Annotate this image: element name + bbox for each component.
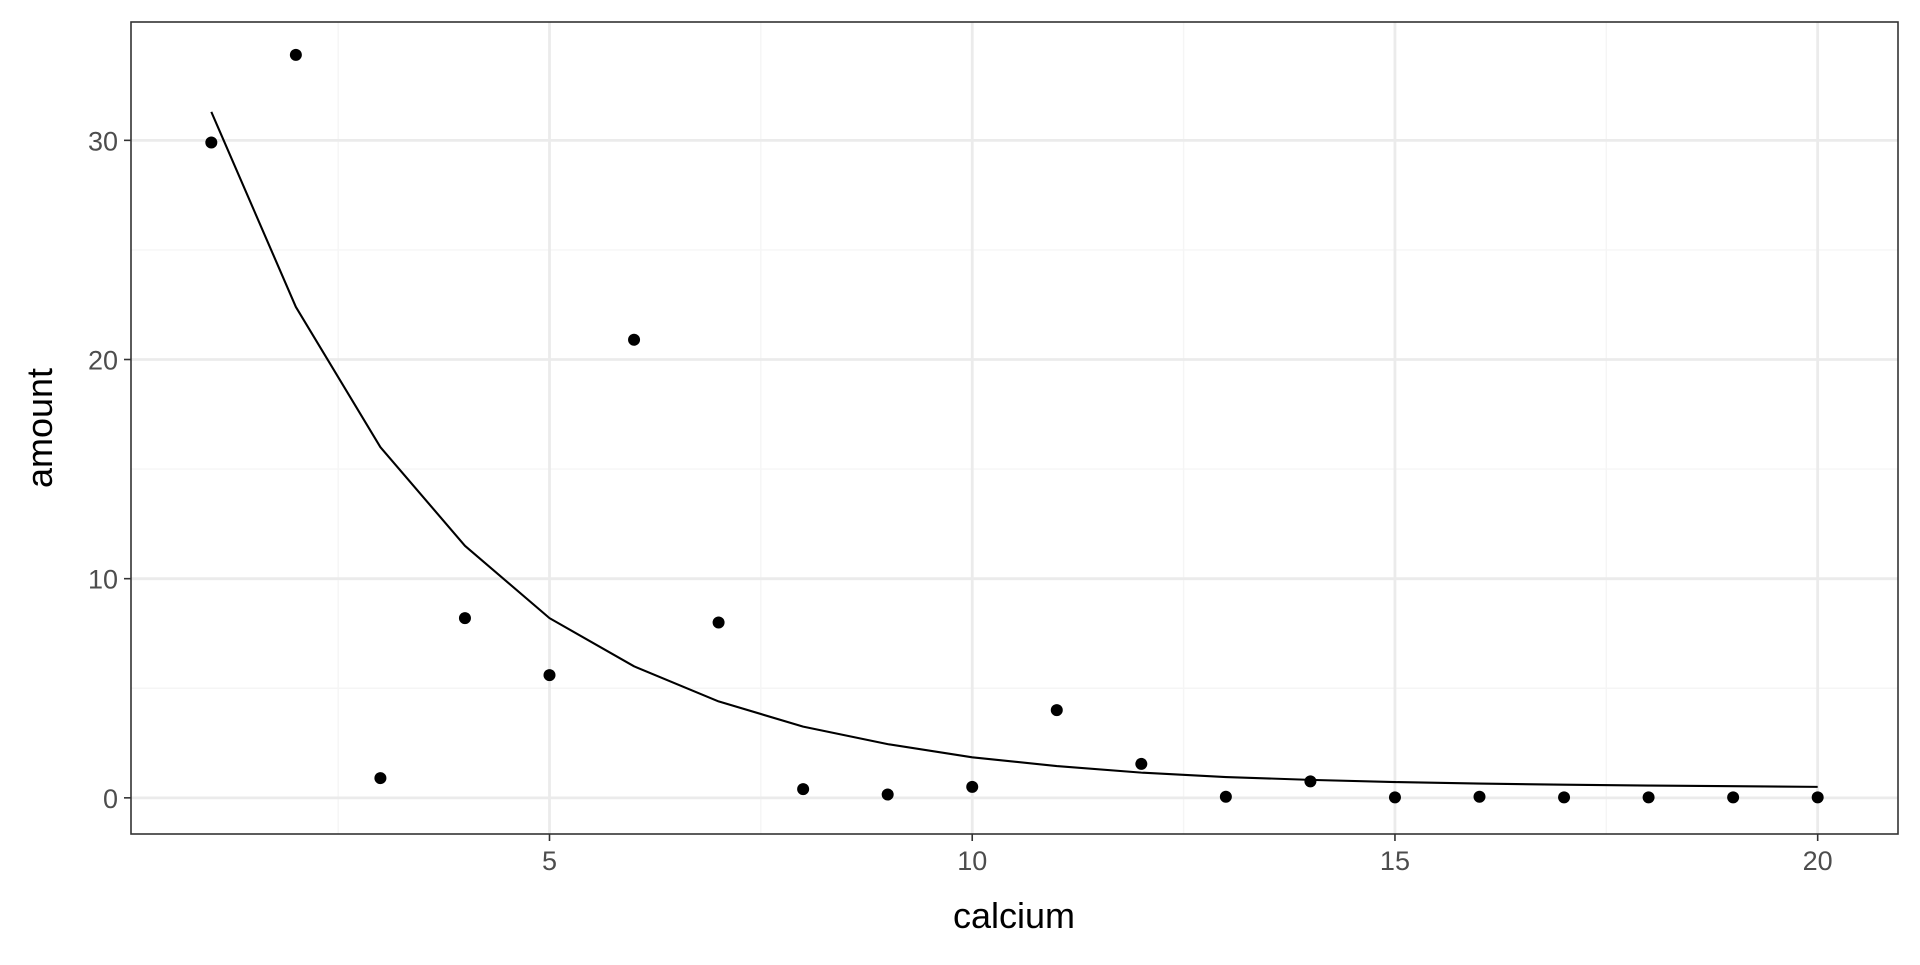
data-point [881,788,894,801]
grid-minor [131,22,1898,834]
x-axis-ticks: 5 10 15 20 [542,834,1833,876]
y-tick-label: 30 [88,126,118,156]
plot-panel-border [130,21,1899,835]
data-point [458,612,471,625]
data-point [1727,791,1740,804]
data-point [374,772,387,785]
y-axis-title: amount [19,368,60,488]
data-point [966,780,979,793]
data-point [1473,790,1486,803]
y-tick-label: 20 [88,346,118,376]
data-point [1304,775,1317,788]
data-point [205,136,218,149]
x-tick-label: 10 [957,846,987,876]
plot-panel-background [131,22,1898,834]
data-point [1388,791,1401,804]
data-point [1642,791,1655,804]
fit-line [210,111,1818,788]
y-axis-ticks: 0 10 20 30 [88,126,131,814]
data-point [1219,790,1232,803]
x-tick-label: 5 [542,846,557,876]
x-tick-label: 20 [1803,846,1833,876]
points-layer [205,48,1824,804]
data-point [1050,704,1063,717]
grid-major [131,22,1898,834]
x-axis-title: calcium [953,895,1075,936]
data-point [628,333,641,346]
data-point [712,616,725,629]
data-point [1558,791,1571,804]
data-point [289,48,302,61]
data-point [543,669,556,682]
data-point [797,783,810,796]
data-point [1135,757,1148,770]
y-tick-label: 10 [88,565,118,595]
fit-line-layer [210,111,1818,788]
y-tick-label: 0 [103,784,118,814]
x-tick-label: 15 [1380,846,1410,876]
data-point [1811,791,1824,804]
